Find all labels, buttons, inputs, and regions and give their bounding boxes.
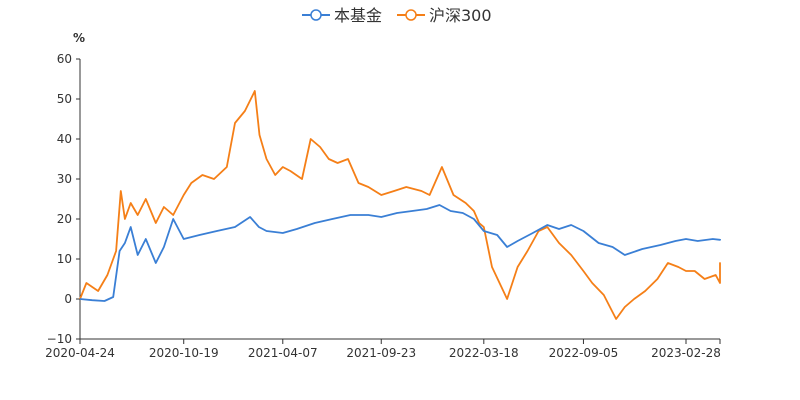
- x-tick-label: 2023-02-28: [651, 346, 721, 360]
- x-tick-label: 2022-09-05: [549, 346, 619, 360]
- y-tick-label: 0: [64, 292, 72, 306]
- legend-csi300-marker-icon: [405, 9, 417, 21]
- y-tick-label: 40: [57, 132, 72, 146]
- y-tick-label: −10: [47, 332, 72, 346]
- y-axis-unit: %: [73, 31, 85, 45]
- x-tick-label: 2022-03-18: [449, 346, 519, 360]
- x-tick-label: 2020-10-19: [149, 346, 219, 360]
- y-tick-label: 20: [57, 212, 72, 226]
- x-tick-label: 2021-09-23: [346, 346, 416, 360]
- x-tick-label: 2021-04-07: [248, 346, 318, 360]
- legend-fund-label: 本基金: [334, 6, 382, 25]
- legend-fund-marker-icon: [310, 9, 322, 21]
- y-tick-label: 50: [57, 92, 72, 106]
- legend[interactable]: 本基金 沪深300: [302, 6, 492, 25]
- legend-csi300-label: 沪深300: [429, 6, 492, 25]
- x-tick-label: 2020-04-24: [45, 346, 115, 360]
- y-tick-label: 30: [57, 172, 72, 186]
- legend-item-fund[interactable]: 本基金: [302, 6, 382, 25]
- series-layer: [79, 90, 721, 320]
- y-tick-label: 60: [57, 52, 72, 66]
- legend-item-csi300[interactable]: 沪深300: [397, 6, 492, 25]
- y-tick-label: 10: [57, 252, 72, 266]
- series-line-csi300[interactable]: [79, 90, 721, 320]
- series-line-fund[interactable]: [79, 204, 721, 302]
